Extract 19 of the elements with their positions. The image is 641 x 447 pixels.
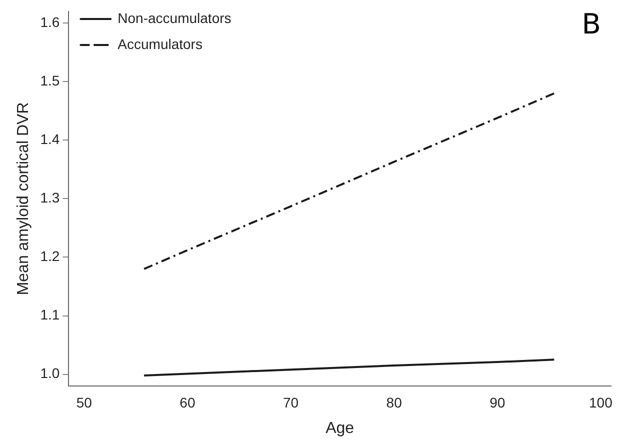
x-tick-label: 50 — [76, 394, 92, 410]
legend-label: Non-accumulators — [118, 10, 232, 26]
annotation: B — [582, 7, 601, 40]
x-tick-label: 80 — [386, 394, 402, 410]
x-tick-label: 90 — [490, 394, 506, 410]
y-tick-label: 1.2 — [40, 248, 60, 264]
y-axis-title: Mean amyloid cortical DVR — [15, 102, 32, 296]
x-tick-label: 100 — [588, 394, 613, 410]
y-tick-label: 1.6 — [40, 14, 60, 30]
x-axis-title: Age — [326, 420, 354, 437]
y-tick-label: 1.1 — [40, 306, 60, 323]
line-series — [143, 92, 556, 270]
x-tick-label: 60 — [180, 394, 196, 410]
y-tick-label: 1.5 — [40, 72, 60, 88]
x-tick-label: 70 — [282, 394, 299, 410]
y-tick-label: 1.3 — [40, 190, 60, 206]
y-tick-label: 1.0 — [40, 365, 60, 382]
legend-label: Accumulators — [118, 36, 202, 52]
y-tick-label: 1.4 — [40, 131, 60, 148]
